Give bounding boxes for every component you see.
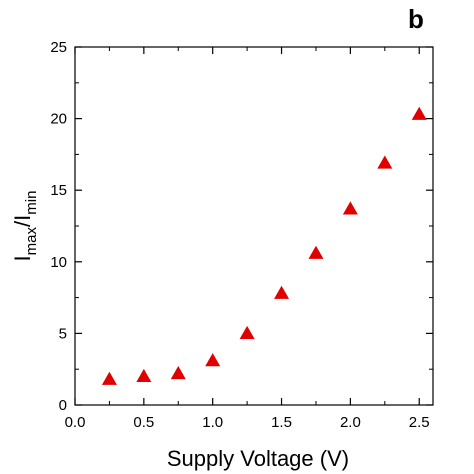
x-tick-label: 0.0 [65, 414, 86, 431]
data-point-triangle [136, 368, 152, 382]
plot-frame [74, 46, 434, 406]
panel-label: b [408, 4, 424, 34]
x-tick-label: 2.5 [409, 414, 430, 431]
data-point-triangle [308, 245, 324, 259]
data-point-triangle [239, 325, 255, 340]
axis-tick-labels: 0.0 0.5 1.0 1.5 2.0 2.5 0 5 10 15 20 25 [50, 39, 429, 431]
data-point-triangle [170, 365, 186, 380]
axis-ticks [74, 46, 433, 406]
data-point-triangle [205, 353, 221, 367]
data-markers [101, 106, 427, 385]
data-point-triangle [101, 371, 117, 385]
x-tick-label: 1.0 [202, 414, 223, 431]
x-tick-label: 0.5 [133, 414, 154, 431]
x-tick-label: 2.0 [340, 414, 361, 431]
x-tick-label: 1.5 [271, 414, 292, 431]
y-tick-label: 15 [50, 182, 67, 199]
y-tick-label: 20 [50, 111, 67, 128]
x-axis-title: Supply Voltage (V) [167, 446, 349, 471]
data-point-triangle [377, 155, 393, 169]
y-axis-title: Imax/Imin [10, 191, 40, 262]
data-point-triangle [342, 201, 358, 215]
data-point-triangle [274, 285, 290, 299]
y-tick-label: 0 [59, 397, 67, 414]
y-tick-label: 25 [50, 39, 67, 56]
data-point-triangle [411, 106, 427, 120]
y-tick-label: 10 [50, 254, 67, 271]
y-tick-label: 5 [59, 325, 67, 342]
